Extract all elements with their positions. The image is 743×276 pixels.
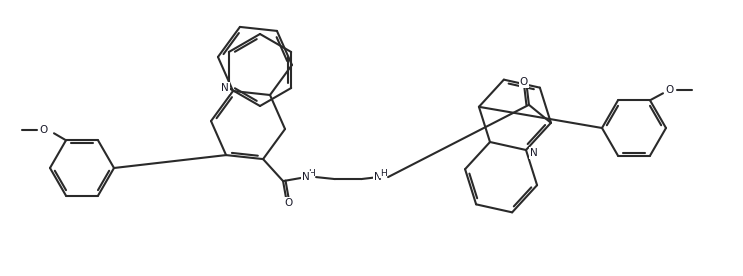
Text: N: N: [374, 172, 382, 182]
Text: H: H: [380, 169, 386, 177]
Text: N: N: [302, 172, 310, 182]
Text: O: O: [520, 77, 528, 87]
Text: N: N: [221, 83, 229, 93]
Text: N: N: [530, 148, 538, 158]
Text: O: O: [284, 198, 292, 208]
Text: O: O: [40, 125, 48, 135]
Text: H: H: [308, 169, 314, 177]
Text: O: O: [666, 85, 674, 95]
